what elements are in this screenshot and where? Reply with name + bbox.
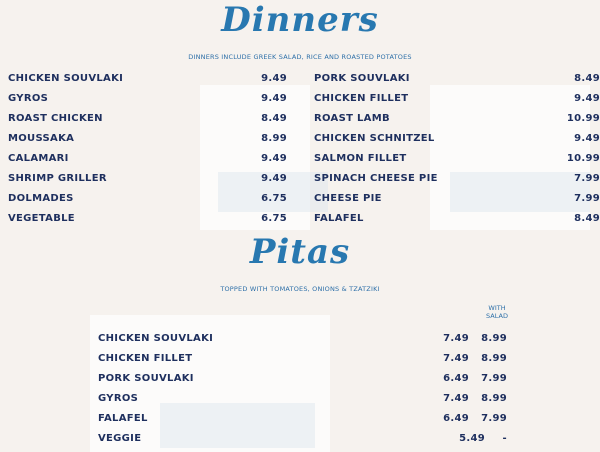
item-name: CHICKEN SCHNITZEL — [314, 133, 435, 144]
menu-item-row: FALAFEL 8.49 — [314, 213, 600, 227]
item-price: 6.49 — [443, 413, 469, 424]
menu-item-row: PORK SOUVLAKI 6.49 7.99 — [98, 373, 510, 387]
menu-item-row: CHICKEN SOUVLAKI 7.49 8.99 — [98, 333, 510, 347]
menu-item-row: CALAMARI 9.49 — [8, 153, 287, 167]
item-name: VEGGIE — [98, 433, 142, 444]
item-name: CHICKEN FILLET — [98, 353, 193, 364]
item-name: CHEESE PIE — [314, 193, 382, 204]
item-name: PORK SOUVLAKI — [314, 73, 410, 84]
item-price: 6.49 — [443, 373, 469, 384]
item-price: 7.49 — [443, 353, 469, 364]
item-price: 7.49 — [443, 393, 469, 404]
menu-item-row: SHRIMP GRILLER 9.49 — [8, 173, 287, 187]
menu-item-row: ROAST LAMB 10.99 — [314, 113, 600, 127]
item-price-with-salad: 8.99 — [481, 393, 507, 404]
dinners-subtitle: DINNERS INCLUDE GREEK SALAD, RICE AND RO… — [188, 53, 412, 61]
item-price: 8.99 — [261, 133, 287, 144]
background-panel — [200, 85, 310, 230]
item-price: 7.99 — [574, 173, 600, 184]
item-name: ROAST LAMB — [314, 113, 390, 124]
item-name: SPINACH CHEESE PIE — [314, 173, 438, 184]
item-price: 9.49 — [574, 93, 600, 104]
pitas-subtitle: TOPPED WITH TOMATOES, ONIONS & TZATZIKI — [220, 285, 380, 293]
item-price-with-salad: 7.99 — [481, 373, 507, 384]
item-name: CALAMARI — [8, 153, 69, 164]
item-price-with-salad: 7.99 — [481, 413, 507, 424]
item-name: CHICKEN SOUVLAKI — [98, 333, 214, 344]
item-name: MOUSSAKA — [8, 133, 75, 144]
item-price: 10.99 — [566, 153, 600, 164]
item-name: GYROS — [98, 393, 139, 404]
menu-item-row: CHICKEN SOUVLAKI 9.49 — [8, 73, 287, 87]
item-name: CHICKEN SOUVLAKI — [8, 73, 124, 84]
menu-item-row: CHICKEN FILLET 7.49 8.99 — [98, 353, 510, 367]
menu-item-row: GYROS 9.49 — [8, 93, 287, 107]
item-price: 8.49 — [261, 113, 287, 124]
menu-item-row: FALAFEL 6.49 7.99 — [98, 413, 510, 427]
item-name: VEGETABLE — [8, 213, 75, 224]
item-name: DOLMADES — [8, 193, 74, 204]
item-price: 9.49 — [574, 133, 600, 144]
item-price: 6.75 — [261, 213, 287, 224]
item-name: SALMON FILLET — [314, 153, 407, 164]
dinners-title: Dinners — [221, 0, 379, 40]
menu-item-row: MOUSSAKA 8.99 — [8, 133, 287, 147]
item-name: FALAFEL — [314, 213, 364, 224]
item-price: 7.49 — [443, 333, 469, 344]
item-price: 9.49 — [261, 73, 287, 84]
menu-item-row: VEGGIE 5.49 - — [98, 433, 510, 447]
item-price: 8.49 — [574, 213, 600, 224]
item-name: FALAFEL — [98, 413, 148, 424]
menu-item-row: GYROS 7.49 8.99 — [98, 393, 510, 407]
item-price: 9.49 — [261, 93, 287, 104]
menu-item-row: CHEESE PIE 7.99 — [314, 193, 600, 207]
background-button-shape — [160, 403, 315, 448]
item-price: 8.49 — [574, 73, 600, 84]
with-salad-header: WITH SALAD — [482, 304, 512, 320]
item-name: ROAST CHICKEN — [8, 113, 103, 124]
item-name: SHRIMP GRILLER — [8, 173, 107, 184]
with-salad-header-line: SALAD — [486, 312, 508, 320]
menu-item-row: DOLMADES 6.75 — [8, 193, 287, 207]
item-name: GYROS — [8, 93, 49, 104]
menu-item-row: ROAST CHICKEN 8.49 — [8, 113, 287, 127]
menu-item-row: PORK SOUVLAKI 8.49 — [314, 73, 600, 87]
item-price: 5.49 — [459, 433, 485, 444]
item-price: 7.99 — [574, 193, 600, 204]
background-panel — [90, 315, 330, 452]
item-price: 6.75 — [261, 193, 287, 204]
background-button-shape — [218, 172, 328, 212]
background-panel — [430, 85, 590, 230]
background-button-shape — [450, 172, 590, 212]
item-price: 9.49 — [261, 153, 287, 164]
item-name: CHICKEN FILLET — [314, 93, 409, 104]
item-price-with-salad: - — [502, 433, 507, 444]
item-price: 10.99 — [566, 113, 600, 124]
menu-item-row: SPINACH CHEESE PIE 7.99 — [314, 173, 600, 187]
menu-item-row: VEGETABLE 6.75 — [8, 213, 287, 227]
menu-item-row: CHICKEN FILLET 9.49 — [314, 93, 600, 107]
item-price-with-salad: 8.99 — [481, 353, 507, 364]
with-salad-header-line: WITH — [488, 304, 506, 312]
menu-item-row: SALMON FILLET 10.99 — [314, 153, 600, 167]
pitas-title: Pitas — [249, 232, 351, 272]
menu-item-row: CHICKEN SCHNITZEL 9.49 — [314, 133, 600, 147]
item-price-with-salad: 8.99 — [481, 333, 507, 344]
item-price: 9.49 — [261, 173, 287, 184]
item-name: PORK SOUVLAKI — [98, 373, 194, 384]
